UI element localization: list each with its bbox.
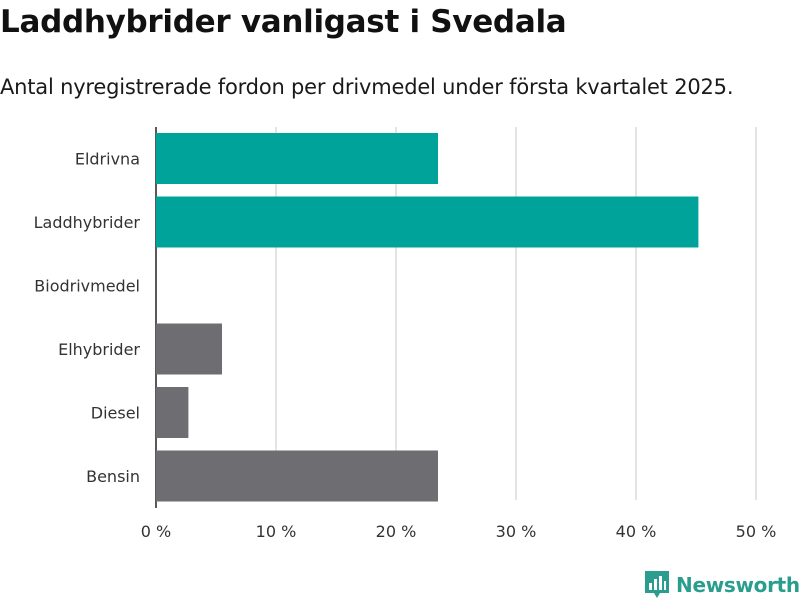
bar-bensin bbox=[156, 450, 438, 502]
grid-lines bbox=[155, 127, 757, 508]
category-label: Laddhybrider bbox=[34, 213, 141, 232]
x-tick-labels: 0 % 10 % 20 % 30 % 40 % 50 % bbox=[141, 522, 777, 541]
bar-diesel bbox=[156, 387, 189, 438]
chart-subtitle: Antal nyregistrerade fordon per drivmede… bbox=[0, 75, 734, 99]
x-tick-label: 10 % bbox=[256, 522, 297, 541]
category-label: Biodrivmedel bbox=[34, 277, 140, 296]
x-tick-label: 40 % bbox=[616, 522, 657, 541]
bar-elhybrider bbox=[156, 323, 222, 375]
bar-laddhybrider bbox=[156, 196, 699, 248]
bar-chart: Eldrivna Laddhybrider Biodrivmedel Elhybrid… bbox=[34, 127, 777, 541]
newsworthy-logo: Newsworthy bbox=[644, 569, 800, 600]
category-label: Diesel bbox=[91, 404, 140, 423]
x-tick-label: 0 % bbox=[141, 522, 171, 541]
category-label: Bensin bbox=[86, 467, 140, 486]
bar-eldrivna bbox=[156, 133, 438, 184]
newsworthy-logo-icon bbox=[645, 571, 669, 598]
x-tick-label: 20 % bbox=[376, 522, 417, 541]
x-tick-label: 50 % bbox=[736, 522, 777, 541]
x-tick-label: 30 % bbox=[496, 522, 537, 541]
category-labels: Eldrivna Laddhybrider Biodrivmedel Elhybrid… bbox=[34, 150, 141, 487]
category-label: Elhybrider bbox=[58, 340, 140, 359]
category-label: Eldrivna bbox=[75, 150, 140, 169]
chart-title: Laddhybrider vanligast i Svedala bbox=[0, 4, 567, 40]
brand-name: Newsworthy bbox=[676, 573, 800, 597]
bars bbox=[156, 133, 699, 502]
